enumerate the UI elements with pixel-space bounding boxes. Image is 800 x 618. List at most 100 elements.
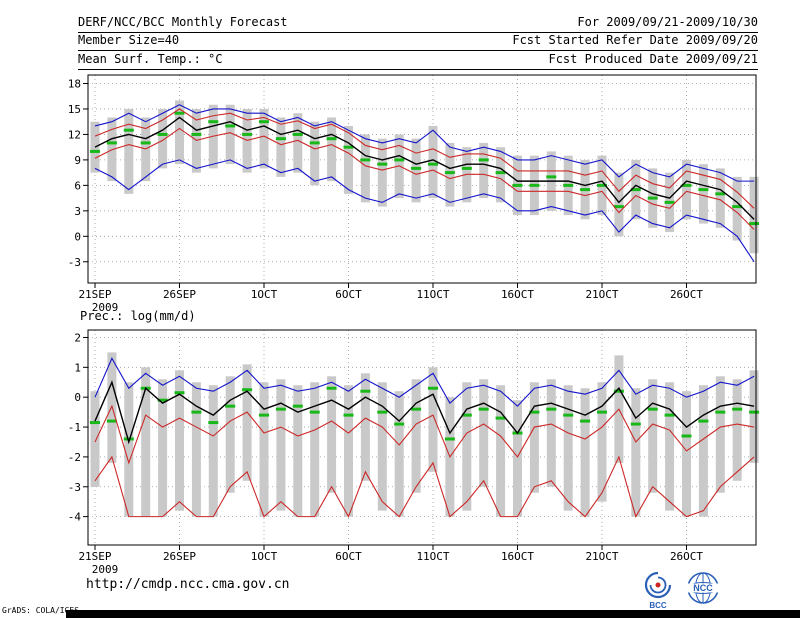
spread-bar <box>293 385 303 517</box>
gridlines: 2 1 0 -1 -2 -3 -4 21SEP 26SEP 1OCT 6OCT 11OCT 16OCT 2… <box>68 330 756 576</box>
series-ensemble-mean <box>94 116 755 220</box>
series-ensemble-max <box>94 357 755 407</box>
spread-bar <box>529 382 539 493</box>
spread-bar <box>682 391 691 517</box>
spread-bar <box>411 138 421 203</box>
spread-bar <box>614 172 624 237</box>
x-tick-label: 11OCT <box>416 550 449 563</box>
spread-bar <box>124 108 134 194</box>
spread-bar <box>462 382 472 511</box>
spread-bar <box>496 385 506 517</box>
series-spread-lower <box>94 404 755 465</box>
spread-bar <box>310 121 320 186</box>
series-ensemble-min <box>94 159 755 263</box>
precip-panel-label: Prec.: log(mm/d) <box>80 309 196 323</box>
plot-frame <box>87 329 757 546</box>
x-tick-label: 26OCT <box>670 288 703 301</box>
x-tick-label: 11OCT <box>416 288 449 301</box>
x-tick-label: 6OCT <box>335 550 362 563</box>
bcc-logo-label: BCC <box>649 601 667 610</box>
x-year-label: 2009 <box>92 563 119 576</box>
y-tick-label: 15 <box>68 103 81 116</box>
website-url: http://cmdp.ncc.cma.gov.cn <box>86 577 290 592</box>
y-tick-label: 12 <box>68 128 81 141</box>
fcst-refer-date: Fcst Started Refer Date 2009/09/20 <box>512 33 758 47</box>
grads-bottom-bar <box>66 610 800 618</box>
spread-bar <box>648 379 658 493</box>
spread-bar <box>513 400 522 517</box>
x-tick-label: 21OCT <box>585 550 618 563</box>
spread-bar <box>259 108 269 169</box>
ncc-logo-label: NCC <box>693 583 713 593</box>
spread-bar <box>175 370 184 511</box>
x-tick-label: 26SEP <box>163 550 196 563</box>
spread-bar <box>175 100 184 165</box>
spread-bar <box>293 113 303 173</box>
y-tick-label: 3 <box>74 205 81 218</box>
bcc-swirl-icon <box>644 571 672 599</box>
spread-bar <box>141 367 151 517</box>
spread-bar <box>208 385 218 517</box>
x-tick-label: 21SEP <box>78 550 111 563</box>
y-tick-label: 0 <box>74 391 81 404</box>
spread-bar <box>394 391 404 517</box>
fcst-produced-date: Fcst Produced Date 2009/09/21 <box>548 52 758 66</box>
spread-bar <box>377 382 387 511</box>
spread-bar <box>327 117 337 182</box>
y-tick-label: 0 <box>74 230 81 243</box>
spread-bar <box>411 379 421 493</box>
plot-frame <box>87 74 757 284</box>
panel-precipitation: 2 1 0 -1 -2 -3 -4 21SEP 26SEP 1OCT 6OCT 11OCT 16OCT 2… <box>68 329 760 576</box>
forecast-period: For 2009/09/21-2009/10/30 <box>577 15 758 29</box>
x-tick-label: 26OCT <box>670 550 703 563</box>
header-row-3: Mean Surf. Temp.: °C Fcst Produced Date … <box>78 47 758 70</box>
spread-bar <box>360 373 370 481</box>
y-tick-label: -3 <box>68 481 81 494</box>
temp-panel-label: Mean Surf. Temp.: °C <box>78 52 223 66</box>
spread-bar <box>682 159 691 220</box>
x-tick-label: 16OCT <box>501 550 534 563</box>
observation-dashes <box>90 111 760 226</box>
y-tick-label: 18 <box>68 77 81 90</box>
series-spread-lower <box>94 127 755 230</box>
spread-bar <box>732 379 742 481</box>
spread-bar <box>276 117 286 177</box>
spread-bar <box>445 142 455 207</box>
gridlines: 18 15 12 9 6 3 0 -3 21SEP 26SEP 1OCT 6OCT 11OCT 16OCT… <box>68 75 756 314</box>
spread-bar <box>665 382 675 511</box>
series-ensemble-min <box>94 455 755 519</box>
spread-bar <box>698 164 708 224</box>
spread-bar <box>276 379 286 511</box>
spread-bar <box>360 134 370 203</box>
header-row-1: DERF/NCC/BCC Monthly Forecast For 2009/0… <box>78 6 758 33</box>
y-tick-label: -1 <box>68 421 81 434</box>
ensemble-spread-bars <box>90 100 759 254</box>
spread-bar <box>428 367 438 472</box>
y-tick-label: 6 <box>74 179 81 192</box>
spread-bar <box>310 382 320 517</box>
x-tick-label: 21SEP <box>78 288 111 301</box>
bcc-logo: BCC <box>641 571 675 610</box>
spread-bar <box>732 176 742 241</box>
x-tick-label: 21OCT <box>585 288 618 301</box>
series-spread-upper <box>94 108 755 209</box>
spread-bar <box>749 176 759 254</box>
series-ensemble-mean <box>94 380 755 445</box>
series-ensemble-max <box>94 104 755 182</box>
spread-bar <box>327 376 337 493</box>
page-title: DERF/NCC/BCC Monthly Forecast <box>78 15 288 29</box>
y-tick-label: -2 <box>68 451 81 464</box>
member-size-label: Member Size=40 <box>78 33 180 47</box>
spread-bar <box>124 382 134 517</box>
spread-bar <box>377 138 387 207</box>
spread-bar <box>225 104 235 165</box>
y-tick-label: -4 <box>68 511 82 524</box>
spread-bar <box>479 142 489 199</box>
spread-bar <box>546 379 556 487</box>
spread-bar <box>259 382 269 517</box>
spread-bar <box>715 376 725 493</box>
y-tick-label: 2 <box>74 331 81 344</box>
y-tick-label: -3 <box>68 256 81 269</box>
y-tick-label: 9 <box>74 154 81 167</box>
